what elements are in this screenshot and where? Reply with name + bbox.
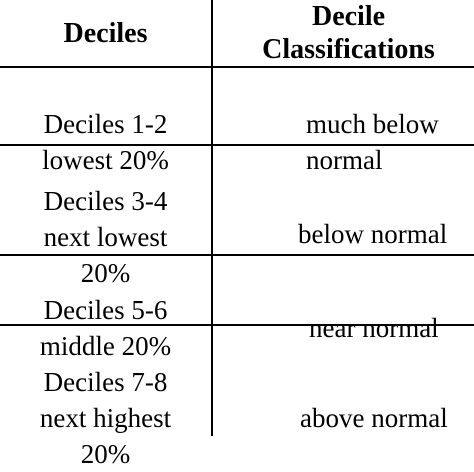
header-label-deciles: Deciles (63, 17, 148, 49)
table-cell-classification: much below normal (306, 70, 474, 175)
header-cell-deciles: Deciles (0, 0, 211, 66)
classification-text: above normal (300, 403, 448, 433)
classification-text: near normal (309, 313, 439, 343)
column-divider (211, 0, 213, 436)
classification-text: much below normal (306, 109, 439, 175)
decile-range: Deciles 7-8 next highest 20% (39, 367, 172, 469)
header-label-classifications: Decile Classifications (262, 1, 435, 65)
table-cell-classification: above normal (300, 364, 474, 433)
row-divider (0, 324, 474, 326)
decile-range: Deciles 3-4 next lowest 20% (43, 186, 168, 288)
classification-text: below normal (298, 219, 448, 249)
decile-range: Deciles 1-2 lowest 20% (42, 109, 169, 175)
header-cell-classifications: Decile Classifications (213, 0, 474, 66)
row-divider (0, 254, 474, 256)
table-cell-decile: Deciles 5-6 middle 20% (0, 256, 211, 361)
table-cell-decile: Deciles 7-8 next highest 20% (0, 328, 211, 469)
row-divider (0, 144, 474, 146)
table-cell-classification: near normal (309, 274, 474, 343)
table-cell-decile: Deciles 3-4 next lowest 20% (0, 147, 211, 288)
table-cell-classification: below normal (298, 180, 474, 249)
row-divider (0, 66, 474, 68)
decile-range: Deciles 5-6 middle 20% (39, 295, 172, 361)
table-cell-decile: Deciles 1-2 lowest 20% (0, 70, 211, 175)
